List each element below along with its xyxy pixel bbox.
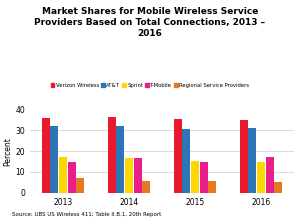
Bar	[257, 162, 265, 193]
Bar	[274, 182, 282, 193]
Bar	[266, 157, 274, 193]
Bar	[108, 117, 116, 193]
Bar	[174, 120, 182, 193]
Bar	[248, 128, 256, 193]
Bar	[208, 181, 216, 193]
Bar	[68, 162, 76, 193]
Bar	[76, 178, 84, 193]
Bar	[240, 120, 248, 193]
Bar	[134, 158, 142, 193]
Bar	[116, 125, 124, 193]
Bar	[142, 181, 150, 193]
Bar	[50, 126, 59, 193]
Bar	[42, 118, 50, 193]
Text: Source: UBS US Wireless 411; Table II.B.1, 20th Report: Source: UBS US Wireless 411; Table II.B.…	[12, 212, 161, 217]
Bar	[125, 158, 133, 193]
Bar	[59, 157, 67, 193]
Bar	[182, 129, 190, 193]
Text: Market Shares for Mobile Wireless Service
Providers Based on Total Connections, : Market Shares for Mobile Wireless Servic…	[34, 7, 266, 38]
Y-axis label: Percent: Percent	[4, 137, 13, 166]
Bar	[191, 161, 199, 193]
Legend: Verizon Wireless, AT&T, Sprint, T-Mobile, Regional Service Providers: Verizon Wireless, AT&T, Sprint, T-Mobile…	[51, 83, 249, 88]
Bar	[200, 162, 208, 193]
